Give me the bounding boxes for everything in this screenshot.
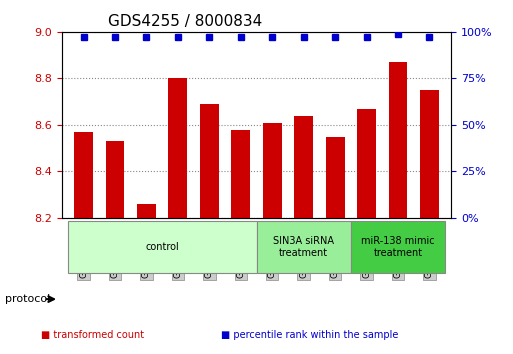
Text: protocol: protocol — [5, 294, 50, 304]
Text: control: control — [145, 242, 179, 252]
Bar — [326, 137, 345, 218]
FancyBboxPatch shape — [351, 221, 445, 273]
Text: ■ percentile rank within the sample: ■ percentile rank within the sample — [221, 330, 398, 340]
FancyBboxPatch shape — [256, 221, 351, 273]
Bar — [263, 122, 282, 218]
Bar — [200, 104, 219, 218]
Text: ■ transformed count: ■ transformed count — [41, 330, 144, 340]
Bar — [357, 109, 376, 218]
Bar — [106, 141, 125, 218]
Bar — [231, 130, 250, 218]
Text: GDS4255 / 8000834: GDS4255 / 8000834 — [108, 14, 263, 29]
Bar — [137, 204, 156, 218]
Bar — [420, 90, 439, 218]
Bar — [388, 62, 407, 218]
Text: SIN3A siRNA
treatment: SIN3A siRNA treatment — [273, 236, 334, 258]
Bar — [294, 116, 313, 218]
Text: miR-138 mimic
treatment: miR-138 mimic treatment — [361, 236, 435, 258]
Bar — [168, 78, 187, 218]
FancyBboxPatch shape — [68, 221, 256, 273]
Bar — [74, 132, 93, 218]
